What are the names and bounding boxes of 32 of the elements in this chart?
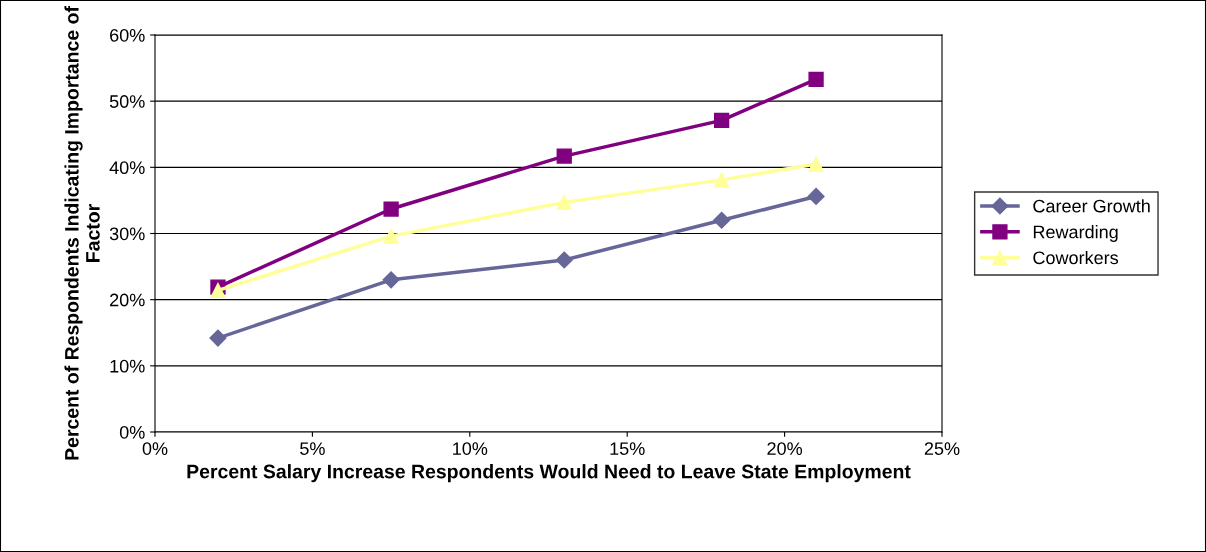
x-tick-label: 25%: [924, 442, 960, 455]
y-tick-label: 20%: [110, 293, 145, 307]
point: [383, 201, 399, 217]
x-tick-label: 20%: [767, 442, 803, 455]
legend-label: Rewarding: [1033, 225, 1118, 242]
point: [808, 156, 824, 172]
x-tick-label: 10%: [453, 442, 488, 455]
legend-label: Coworkers: [1033, 250, 1119, 265]
point: [209, 329, 227, 347]
y-tick-label: 60%: [110, 28, 145, 42]
y-tick-label: 30%: [109, 227, 145, 241]
y-tick-label: 10%: [110, 359, 145, 373]
point: [808, 71, 824, 87]
x-tick-label: 15%: [610, 442, 645, 455]
y-tick-label: 40%: [109, 161, 145, 175]
point: [382, 271, 400, 289]
x-tick-label: 5%: [300, 442, 325, 455]
point: [555, 251, 573, 269]
point: [556, 194, 572, 211]
point: [383, 228, 399, 244]
point: [714, 112, 730, 128]
point: [714, 172, 730, 188]
y-axis-title: Percent of Respondents Indicating Importance of Factor: [64, 6, 100, 460]
x-tick-label: 0%: [142, 442, 168, 455]
y-tick-label: 0%: [119, 425, 145, 439]
x-axis-title: Percent Salary Increase Respondents Would Need to Leave State Employment: [187, 464, 911, 483]
y-tick-label: 50%: [109, 95, 145, 108]
point: [556, 148, 572, 164]
legend-label: Career Growth: [1033, 199, 1150, 213]
point: [807, 187, 825, 205]
point: [713, 211, 731, 229]
point: [210, 282, 226, 299]
